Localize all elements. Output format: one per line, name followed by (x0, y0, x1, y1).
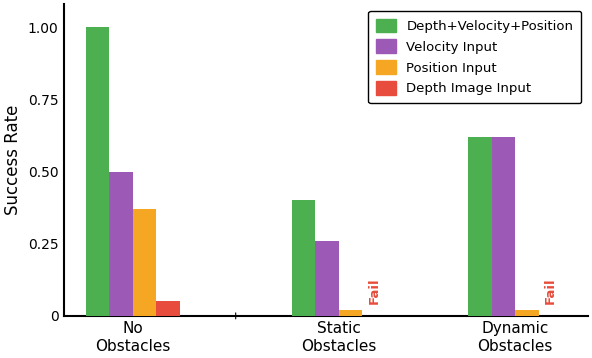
Y-axis label: Success Rate: Success Rate (4, 105, 22, 215)
Bar (133, 209, 156, 316)
Bar (515, 310, 539, 316)
Bar (339, 310, 362, 316)
Bar (492, 137, 515, 316)
Bar (109, 171, 133, 316)
Text: Fail: Fail (368, 278, 381, 304)
Bar (86, 27, 109, 316)
Bar (315, 241, 339, 316)
Bar (156, 301, 180, 316)
Bar (468, 137, 492, 316)
Text: Fail: Fail (544, 278, 557, 304)
Legend: Depth+Velocity+Position, Velocity Input, Position Input, Depth Image Input: Depth+Velocity+Position, Velocity Input,… (368, 11, 581, 103)
Bar (292, 200, 315, 316)
